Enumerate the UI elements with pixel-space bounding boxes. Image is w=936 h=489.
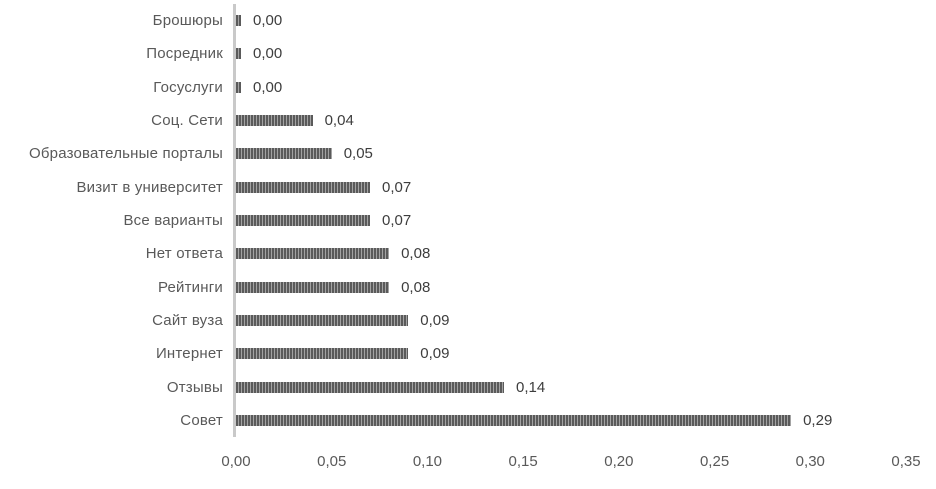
bar	[236, 381, 504, 393]
chart-row: Отзывы 0,14	[0, 370, 936, 403]
chart-row: Брошюры 0,00	[0, 4, 936, 37]
value-label: 0,08	[401, 278, 431, 296]
chart-row: Соц. Сети 0,04	[0, 104, 936, 137]
bar	[236, 314, 409, 326]
value-label: 0,00	[253, 12, 283, 30]
bar-area: 0,00	[236, 45, 936, 62]
chart-row: Сайт вуза 0,09	[0, 304, 936, 337]
chart-row: Посредник 0,00	[0, 37, 936, 70]
bar-area: 0,08	[236, 279, 936, 296]
category-label: Брошюры	[152, 12, 223, 30]
category-label: Интернет	[155, 345, 223, 363]
x-tick-label: 0,10	[412, 453, 443, 470]
bar-area: 0,29	[236, 412, 936, 429]
bar-area: 0,07	[236, 179, 936, 196]
bar	[236, 15, 241, 27]
value-label: 0,07	[382, 178, 412, 196]
bar	[236, 414, 792, 426]
bar	[236, 181, 370, 193]
x-tick-label: 0,20	[604, 453, 634, 470]
value-label: 0,00	[253, 45, 283, 63]
bar-area: 0,08	[236, 245, 936, 262]
chart-row: Визит в университет 0,07	[0, 171, 936, 204]
chart-row: Интернет 0,09	[0, 337, 936, 370]
chart-row: Нет ответа 0,08	[0, 237, 936, 270]
chart-rows: Брошюры 0,00 Посредник 0,00 Госуслуги 0,00 Соц…	[0, 4, 936, 437]
bar	[236, 248, 390, 260]
bar-area: 0,00	[236, 12, 936, 29]
bar	[236, 81, 241, 93]
x-tick-label: 0,25	[699, 453, 730, 470]
value-label: 0,09	[420, 345, 450, 363]
category-label: Визит в университет	[76, 178, 223, 196]
category-label: Образовательные порталы	[29, 145, 223, 163]
value-label: 0,29	[803, 411, 833, 429]
value-label: 0,04	[324, 112, 354, 130]
x-tick-label: 0,30	[795, 453, 825, 470]
category-label: Отзывы	[166, 378, 223, 396]
x-tick-label: 0,00	[221, 453, 251, 470]
x-tick-label: 0,15	[508, 453, 538, 470]
bar-area: 0,09	[236, 345, 936, 362]
value-label: 0,05	[343, 145, 373, 163]
chart-row: Образовательные порталы 0,05	[0, 137, 936, 170]
y-axis-line	[233, 4, 236, 437]
chart-row: Все варианты 0,07	[0, 204, 936, 237]
category-label: Нет ответа	[145, 245, 223, 263]
category-label: Рейтинги	[157, 278, 223, 296]
category-label: Совет	[180, 411, 223, 429]
bar	[236, 148, 332, 160]
value-label: 0,09	[420, 311, 450, 329]
value-label: 0,07	[382, 212, 412, 230]
category-label: Сайт вуза	[152, 311, 223, 329]
value-label: 0,00	[253, 78, 283, 96]
chart-row: Рейтинги 0,08	[0, 271, 936, 304]
category-label: Посредник	[146, 45, 223, 63]
bar-area: 0,09	[236, 312, 936, 329]
bar-area: 0,00	[236, 79, 936, 96]
bar-area: 0,05	[236, 145, 936, 162]
value-label: 0,14	[516, 378, 546, 396]
chart-row: Госуслуги 0,00	[0, 71, 936, 104]
category-label: Госуслуги	[153, 78, 223, 96]
category-label: Соц. Сети	[151, 112, 223, 130]
chart-row: Совет 0,29	[0, 404, 936, 437]
bar	[236, 348, 409, 360]
bar	[236, 281, 390, 293]
bar-area: 0,07	[236, 212, 936, 229]
bar	[236, 48, 241, 60]
x-tick-label: 0,05	[317, 453, 347, 470]
bar-area: 0,04	[236, 112, 936, 129]
x-tick-label: 0,35	[891, 453, 921, 470]
value-label: 0,08	[401, 245, 431, 263]
bar	[236, 215, 370, 227]
bar-area: 0,14	[236, 379, 936, 396]
category-label: Все варианты	[123, 212, 223, 230]
bar	[236, 115, 313, 127]
x-axis: 0,00 0,05 0,10 0,15 0,20 0,25 0,30 0,35	[221, 453, 920, 475]
